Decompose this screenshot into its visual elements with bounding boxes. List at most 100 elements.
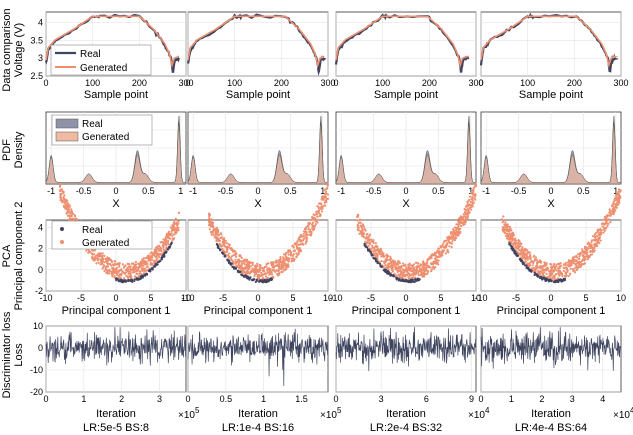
pca-point-generated [504, 221, 507, 224]
pca-point-generated [113, 260, 116, 263]
pca-point-real [528, 269, 531, 272]
pca-point-generated [240, 262, 243, 265]
row-title-loss: Discriminator loss [1, 311, 13, 398]
pca-point-generated [264, 275, 268, 278]
pca-point-generated [408, 262, 411, 265]
pca-point-generated [541, 267, 544, 271]
pca-point-generated [230, 255, 233, 258]
pca-point-generated [268, 268, 271, 271]
pca-point-generated [280, 264, 283, 267]
pca-point-generated [471, 202, 474, 205]
pca-point-generated [175, 222, 178, 225]
pca-point-generated [247, 271, 250, 274]
loss-xtick: 4 [600, 394, 605, 404]
pca-point-generated [231, 250, 235, 253]
pca-point-generated [512, 234, 515, 237]
pca-point-generated [586, 250, 589, 253]
pca-point-generated [532, 255, 536, 258]
pca-point-generated [589, 250, 592, 254]
pca-point-generated [540, 270, 543, 273]
pca-point-generated [583, 250, 586, 253]
pca-point-generated [307, 228, 310, 231]
pdf-xtick: -1 [337, 186, 345, 196]
pca-point-generated [208, 221, 211, 224]
pca-point-generated [370, 240, 373, 243]
pca-point-generated [604, 219, 607, 222]
pca-point-generated [464, 213, 467, 216]
pca-point-generated [615, 193, 618, 196]
pdf-area-generated [45, 122, 187, 185]
pca-point-generated [453, 230, 456, 233]
pca-point-generated [278, 267, 281, 270]
pca-point-generated [386, 259, 389, 262]
series-line-generated [480, 15, 619, 69]
pca-point-generated [552, 264, 556, 267]
pca-point-generated [602, 218, 606, 221]
pca-point-generated [270, 271, 273, 274]
pca-point-generated [313, 214, 316, 217]
data-xtick: 100 [520, 78, 535, 88]
pca-point-generated [395, 267, 398, 270]
pca-point-generated [514, 239, 518, 242]
pca-point-generated [599, 233, 603, 236]
pdf-xtick: 0 [113, 186, 118, 196]
pca-point-generated [151, 262, 154, 265]
pca-point-generated [97, 252, 101, 255]
pca-point-generated [449, 236, 452, 239]
pca-point-generated [121, 270, 124, 273]
pca-point-generated [217, 238, 220, 241]
pca-point-generated [125, 269, 128, 272]
legend-generated-label: Generated [82, 132, 129, 143]
data-xtick: 200 [132, 78, 147, 88]
series-line-generated [187, 15, 325, 69]
pca-point-generated [617, 203, 620, 206]
pca-point-generated [208, 217, 211, 220]
pca-point-generated [534, 256, 538, 259]
pca-point-generated [421, 266, 425, 269]
pca-point-generated [133, 270, 136, 274]
pca-point-real [255, 279, 258, 282]
pca-point-generated [177, 220, 180, 223]
pca-point-generated [524, 260, 527, 263]
pca-point-generated [251, 261, 254, 264]
pca-point-generated [235, 252, 238, 255]
pca-point-generated [277, 270, 280, 273]
pca-point-generated [129, 267, 132, 270]
pca-point-real [229, 262, 232, 265]
pca-point-generated [147, 255, 150, 259]
pca-point-generated [235, 255, 238, 258]
pca-xtick: -5 [219, 293, 227, 303]
pca-point-generated [554, 273, 557, 276]
pca-point-generated [508, 228, 511, 232]
pca-point-generated [367, 235, 370, 238]
pca-point-generated [113, 275, 116, 278]
pca-point-generated [557, 272, 560, 275]
pca-point-generated [58, 189, 62, 192]
pca-point-generated [358, 232, 361, 235]
pca-point-generated [531, 264, 534, 267]
pca-point-generated [366, 237, 369, 240]
pca-point-generated [514, 237, 517, 240]
loss-exponent-base: ×10 [613, 410, 630, 421]
pca-point-generated [418, 268, 422, 271]
pca-xtick: 5 [148, 293, 153, 303]
pca-point-generated [62, 205, 66, 208]
pca-point-generated [603, 223, 606, 226]
pca-point-generated [471, 189, 474, 192]
pca-point-generated [101, 254, 104, 257]
pca-point-generated [428, 256, 431, 259]
pca-point-generated [237, 258, 240, 261]
pca-point-real [153, 265, 156, 268]
pca-point-generated [525, 256, 528, 259]
pca-point-generated [118, 269, 121, 272]
pca-point-generated [97, 258, 100, 261]
pca-point-generated [111, 273, 114, 276]
pca-point-generated [390, 266, 393, 269]
pdf-xtick: 0 [403, 186, 408, 196]
loss-frame [45, 325, 187, 393]
pca-point-real [561, 279, 564, 282]
pca-point-generated [293, 249, 296, 252]
pca-point-generated [321, 196, 324, 199]
pca-point-generated [71, 213, 74, 216]
